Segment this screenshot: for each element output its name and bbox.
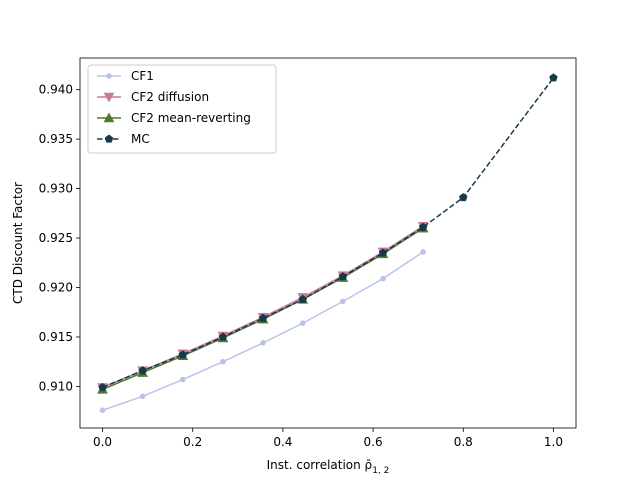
legend-entry: CF1 bbox=[97, 69, 154, 83]
x-tick-label: 0.4 bbox=[273, 435, 292, 449]
legend-label: MC bbox=[131, 132, 150, 146]
legend-marker bbox=[106, 73, 112, 79]
y-tick-label: 0.925 bbox=[39, 231, 73, 245]
data-point bbox=[99, 407, 106, 413]
data-point bbox=[258, 313, 268, 322]
y-axis: 0.910 0.915 0.920 0.925 0.930 0.935 0.940 bbox=[39, 83, 80, 393]
y-axis-label: CTD Discount Factor bbox=[11, 182, 25, 304]
x-tick-label: 1.0 bbox=[544, 435, 563, 449]
x-tick-label: 0.6 bbox=[364, 435, 383, 449]
legend-box bbox=[87, 64, 277, 154]
data-point bbox=[380, 275, 386, 282]
data-point bbox=[218, 332, 228, 341]
data-point bbox=[180, 376, 186, 383]
data-point bbox=[299, 320, 306, 326]
series-layer bbox=[97, 73, 558, 413]
x-axis-label: Inst. correlation ρ̄1, 2 bbox=[267, 458, 390, 476]
legend-marker bbox=[104, 134, 114, 143]
legend: CF1 CF2 diffusion CF2 mean-reverting MC bbox=[87, 64, 277, 154]
data-point bbox=[260, 340, 266, 346]
y-tick-label: 0.930 bbox=[39, 182, 73, 196]
y-tick-label: 0.915 bbox=[39, 330, 73, 344]
x-tick-label: 0.2 bbox=[183, 435, 202, 449]
legend-label: CF2 mean-reverting bbox=[131, 111, 251, 125]
legend-entry: CF2 mean-reverting bbox=[97, 111, 251, 125]
data-point bbox=[420, 249, 426, 255]
y-tick-label: 0.920 bbox=[39, 281, 73, 295]
x-axis: 0.0 0.2 0.4 0.6 0.8 1.0 bbox=[93, 428, 563, 449]
data-point bbox=[338, 272, 348, 281]
legend-marker bbox=[103, 92, 115, 103]
data-point bbox=[138, 366, 147, 375]
data-point bbox=[98, 382, 107, 392]
y-tick-label: 0.935 bbox=[39, 132, 73, 146]
plot-frame bbox=[79, 57, 577, 429]
y-tick-label: 0.940 bbox=[39, 83, 73, 97]
series-cf1 bbox=[99, 249, 426, 413]
series-mc bbox=[98, 73, 558, 392]
data-point bbox=[178, 350, 188, 359]
y-tick-label: 0.910 bbox=[39, 379, 73, 393]
data-point bbox=[458, 192, 468, 202]
data-point bbox=[418, 222, 428, 231]
x-tick-label: 0.8 bbox=[454, 435, 473, 449]
legend-marker bbox=[103, 112, 115, 123]
x-axis-label-subscript: 1, 2 bbox=[372, 466, 389, 476]
legend-entry: CF2 diffusion bbox=[97, 90, 209, 104]
data-point bbox=[378, 248, 388, 257]
data-point bbox=[298, 294, 308, 304]
data-point bbox=[340, 298, 346, 305]
data-point bbox=[139, 393, 146, 400]
data-point bbox=[549, 73, 558, 82]
legend-label: CF1 bbox=[131, 69, 154, 83]
data-point bbox=[220, 358, 226, 365]
legend-entry: MC bbox=[97, 132, 150, 146]
x-tick-label: 0.0 bbox=[93, 435, 112, 449]
legend-label: CF2 diffusion bbox=[131, 90, 209, 104]
